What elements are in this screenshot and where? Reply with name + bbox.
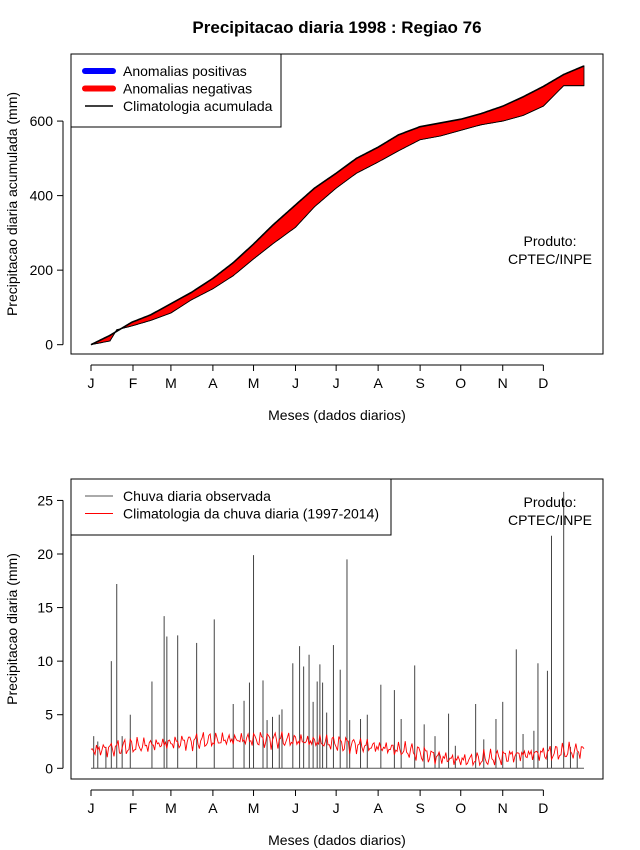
x-tick-label: A	[208, 375, 218, 391]
x-tick-label: J	[333, 375, 340, 391]
legend-box	[70, 478, 392, 536]
product-source-label: CPTEC/INPE	[508, 251, 592, 267]
y-tick-label: 400	[30, 188, 54, 204]
x-tick-label: J	[333, 800, 340, 816]
legend-label: Climatologia acumulada	[123, 98, 273, 114]
climatology-daily-line	[90, 731, 585, 767]
y-tick-label: 600	[30, 113, 54, 129]
x-tick-label: D	[538, 800, 548, 816]
y-tick-label: 200	[30, 262, 54, 278]
y-tick-label: 0	[45, 337, 53, 353]
cumulative-precipitation-chart: 0 200 400 600 J F M A M J J A S O N D Meses (dados diari…	[4, 53, 604, 423]
x-axis-label: Meses (dados diarios)	[268, 407, 406, 423]
x-tick-label: M	[248, 800, 260, 816]
x-tick-label: S	[415, 800, 424, 816]
x-tick-label: F	[129, 800, 138, 816]
x-tick-label: J	[292, 800, 299, 816]
y-axis-label: Precipitacao diaria acumulada (mm)	[4, 92, 20, 316]
x-tick-label: N	[498, 375, 508, 391]
climatology-line	[90, 65, 585, 346]
x-tick-label: F	[129, 375, 138, 391]
x-tick-label: O	[455, 800, 466, 816]
x-tick-label: D	[538, 375, 548, 391]
legend-label: Anomalias positivas	[123, 63, 247, 79]
legend-label: Climatologia da chuva diaria (1997-2014)	[123, 506, 379, 522]
x-tick-label: M	[165, 375, 177, 391]
product-source-label: CPTEC/INPE	[508, 512, 592, 528]
x-tick-label: J	[88, 800, 95, 816]
y-tick-label: 10	[37, 653, 53, 669]
product-label: Produto:	[524, 233, 577, 249]
y-tick-label: 20	[37, 546, 53, 562]
x-tick-label: M	[165, 800, 177, 816]
y-tick-label: 25	[37, 492, 53, 508]
x-tick-label: A	[373, 375, 383, 391]
x-tick-label: A	[208, 800, 218, 816]
chart-title: Precipitacao diaria 1998 : Regiao 76	[192, 18, 481, 37]
x-tick-label: N	[498, 800, 508, 816]
y-axis-label: Precipitacao diaria (mm)	[4, 553, 20, 705]
x-tick-label: J	[292, 375, 299, 391]
legend-label: Anomalias negativas	[123, 81, 252, 97]
y-tick-label: 15	[37, 600, 53, 616]
observed-cumulative-line	[90, 85, 584, 346]
plot-frame	[70, 53, 604, 355]
product-label: Produto:	[524, 494, 577, 510]
x-tick-label: J	[88, 375, 95, 391]
daily-precipitation-chart: 0 5 10 15 20 25 J F M A M J J A S O N D Meses (dados diari…	[4, 478, 604, 848]
x-axis-label: Meses (dados diarios)	[268, 832, 406, 848]
legend-label: Chuva diaria observada	[123, 488, 271, 504]
y-tick-label: 5	[45, 707, 53, 723]
y-tick-label: 0	[45, 760, 53, 776]
x-tick-label: S	[415, 375, 424, 391]
x-tick-label: O	[455, 375, 466, 391]
x-tick-label: M	[248, 375, 260, 391]
x-tick-label: A	[373, 800, 383, 816]
